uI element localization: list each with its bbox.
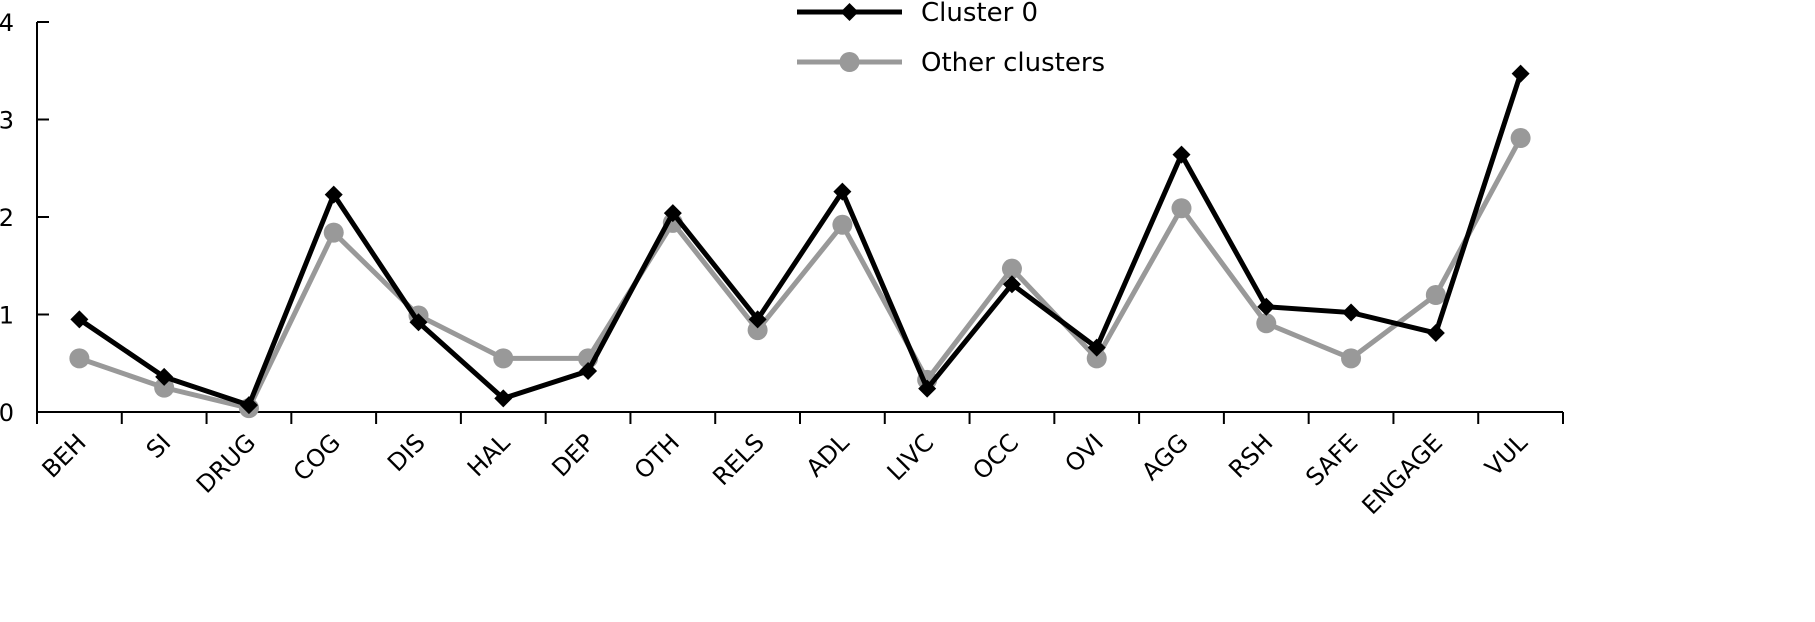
y-tick-label: 3: [0, 107, 14, 135]
data-point-diamond: [918, 379, 937, 398]
data-point-diamond: [1172, 145, 1191, 164]
data-point-circle: [1001, 258, 1022, 279]
data-point-diamond: [579, 362, 598, 381]
data-point-diamond: [409, 313, 428, 332]
data-point-diamond: [70, 310, 89, 329]
data-point-circle: [839, 52, 860, 72]
series-layer: [69, 64, 1531, 419]
data-point-diamond: [840, 3, 859, 21]
x-category-label: OVI: [1059, 428, 1108, 477]
data-point-circle: [1510, 128, 1531, 149]
data-point-diamond: [663, 204, 682, 223]
data-point-diamond: [1257, 297, 1276, 316]
x-category-label: ADL: [801, 428, 855, 482]
data-point-circle: [323, 222, 344, 243]
data-point-diamond: [748, 310, 767, 329]
x-category-label: BEH: [37, 428, 92, 483]
data-point-circle: [154, 377, 175, 398]
data-point-circle: [1086, 348, 1107, 369]
data-point-diamond: [324, 185, 343, 204]
data-point-circle: [1171, 198, 1192, 219]
x-category-label: COG: [288, 428, 346, 486]
data-point-circle: [832, 214, 853, 235]
x-category-label: VUL: [1480, 428, 1534, 482]
y-tick-label: 2: [0, 204, 14, 232]
y-axis: 0 1 2 3 4: [0, 9, 49, 427]
legend-label: Cluster 0: [921, 0, 1038, 28]
x-category-label: AGG: [1136, 428, 1193, 485]
data-point-circle: [493, 348, 514, 369]
legend: Cluster 0 Other clusters: [797, 0, 1105, 78]
data-point-diamond: [155, 367, 174, 386]
data-point-diamond: [239, 396, 258, 415]
x-category-label: RELS: [707, 428, 770, 491]
x-category-label: LIVC: [882, 428, 940, 486]
data-point-circle: [747, 320, 768, 341]
y-tick-label: 4: [0, 9, 14, 37]
x-category-label: OCC: [967, 428, 1024, 485]
legend-entry-0: Cluster 0: [797, 0, 1038, 28]
series-1: [69, 128, 1531, 419]
x-category-label: DEP: [546, 428, 600, 482]
legend-entry-1: Other clusters: [797, 48, 1105, 78]
series-line: [77, 72, 1523, 409]
data-point-diamond: [1087, 338, 1106, 357]
x-axis: BEH SI DRUG COG DIS HAL DEP OTH RELS ADL LIVC OCC OV…: [36, 411, 1564, 520]
x-category-label: SI: [141, 428, 177, 464]
y-tick-label: 1: [0, 302, 14, 330]
series-line: [78, 136, 1523, 412]
legend-label: Other clusters: [921, 48, 1105, 78]
x-category-label: RSH: [1223, 428, 1278, 483]
series-0: [70, 64, 1530, 415]
data-point-diamond: [833, 182, 852, 201]
data-point-circle: [1256, 313, 1277, 334]
x-category-label: DRUG: [191, 428, 261, 498]
data-point-diamond: [1511, 64, 1530, 83]
x-category-label: DIS: [382, 428, 431, 477]
data-point-circle: [1425, 285, 1446, 305]
data-point-circle: [69, 348, 90, 369]
data-point-diamond: [1426, 324, 1445, 343]
x-category-label: SAFE: [1300, 428, 1363, 491]
x-category-label: HAL: [462, 428, 516, 482]
x-category-label: ENGAGE: [1357, 428, 1449, 520]
data-point-diamond: [1342, 303, 1361, 322]
y-tick-label: 0: [0, 399, 14, 427]
data-point-circle: [1341, 348, 1362, 369]
data-point-diamond: [1002, 275, 1021, 294]
x-category-label: OTH: [629, 428, 685, 484]
data-point-diamond: [494, 389, 513, 408]
